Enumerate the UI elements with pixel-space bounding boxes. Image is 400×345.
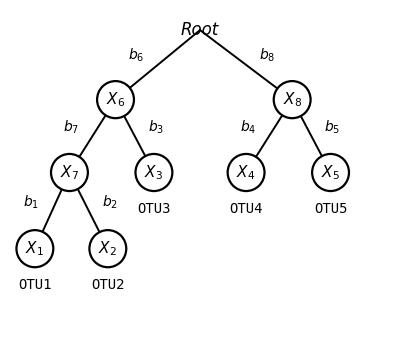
Text: $b_4$: $b_4$ — [240, 119, 256, 137]
Text: $b_7$: $b_7$ — [63, 119, 80, 137]
Ellipse shape — [97, 81, 134, 118]
Ellipse shape — [312, 154, 349, 191]
Ellipse shape — [51, 154, 88, 191]
Text: $b_8$: $b_8$ — [259, 46, 275, 63]
Text: $X_4$: $X_4$ — [236, 163, 256, 182]
Text: OTU2: OTU2 — [91, 278, 124, 292]
Text: $X_5$: $X_5$ — [321, 163, 340, 182]
Text: OTU3: OTU3 — [137, 202, 171, 216]
Ellipse shape — [90, 230, 126, 267]
Text: $X_8$: $X_8$ — [283, 90, 302, 109]
Text: $b_6$: $b_6$ — [128, 46, 145, 63]
Text: $X_1$: $X_1$ — [26, 239, 44, 258]
Text: $X_7$: $X_7$ — [60, 163, 79, 182]
Text: $b_3$: $b_3$ — [148, 119, 164, 137]
Text: $X_6$: $X_6$ — [106, 90, 125, 109]
Text: Root: Root — [181, 21, 219, 39]
Text: OTU1: OTU1 — [18, 278, 52, 292]
Text: OTU5: OTU5 — [314, 202, 347, 216]
Ellipse shape — [136, 154, 172, 191]
Text: $X_2$: $X_2$ — [98, 239, 117, 258]
Ellipse shape — [274, 81, 310, 118]
Text: $b_2$: $b_2$ — [102, 194, 118, 211]
Text: $b_5$: $b_5$ — [324, 119, 340, 137]
Ellipse shape — [228, 154, 264, 191]
Text: OTU4: OTU4 — [229, 202, 263, 216]
Text: $b_1$: $b_1$ — [23, 194, 39, 211]
Ellipse shape — [16, 230, 53, 267]
Text: $X_3$: $X_3$ — [144, 163, 164, 182]
